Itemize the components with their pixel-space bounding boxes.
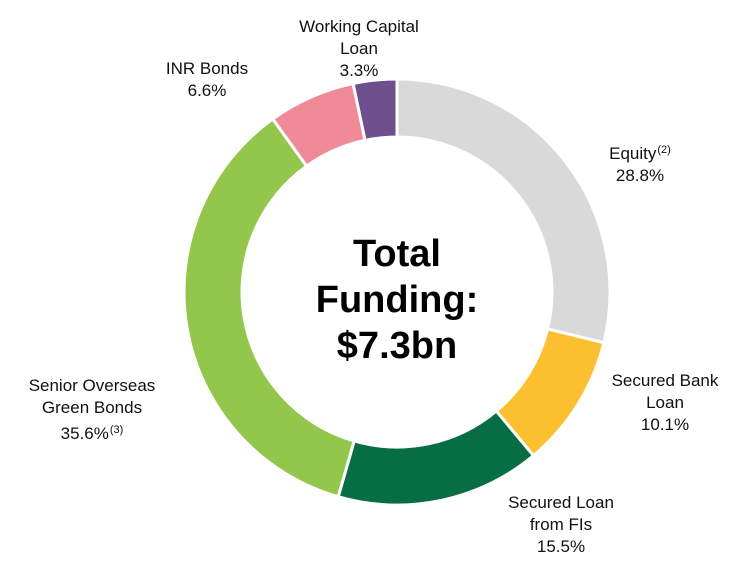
center-label: Total Funding: $7.3bn xyxy=(315,233,479,367)
value-label: 28.8% xyxy=(615,166,665,185)
value-label: 10.1% xyxy=(640,415,690,434)
value-label: 35.6% xyxy=(60,424,109,443)
donut-segment xyxy=(336,408,536,507)
value-label: 6.6% xyxy=(187,81,227,100)
category-text: Secured Loan from FIs xyxy=(508,493,614,534)
slice-label: Secured Loan from FIs 15.5% xyxy=(496,492,626,558)
footnote: (2) xyxy=(657,144,671,156)
category-text: Working Capital Loan xyxy=(299,17,419,58)
value-row: 3.3% xyxy=(289,60,429,82)
value-row: 15.5% xyxy=(496,536,626,558)
category-text: Senior Overseas Green Bonds xyxy=(28,376,156,417)
category-text: Secured Bank Loan xyxy=(611,371,719,412)
donut-segment xyxy=(351,77,399,143)
category-name: INR Bonds xyxy=(147,58,267,80)
category-name: Senior Overseas Green Bonds xyxy=(17,375,167,419)
value-row: 35.6%(3) xyxy=(17,419,167,445)
category-name: Secured Loan from FIs xyxy=(496,492,626,536)
value-label: 3.3% xyxy=(339,61,379,80)
category-name: Working Capital Loan xyxy=(289,16,429,60)
slice-label: Equity(2) 28.8% xyxy=(595,139,685,187)
category-name: Equity(2) xyxy=(595,139,685,165)
slice-label: Secured Bank Loan 10.1% xyxy=(605,370,725,436)
slice-label: Senior Overseas Green Bonds 35.6%(3) xyxy=(17,375,167,445)
category-name: Secured Bank Loan xyxy=(605,370,725,414)
value-label: 15.5% xyxy=(536,537,586,556)
value-row: 28.8% xyxy=(595,165,685,187)
donut-segment xyxy=(182,116,357,499)
value-row: 6.6% xyxy=(147,80,267,102)
category-text: Equity xyxy=(609,144,657,163)
footnote: (3) xyxy=(109,424,124,436)
value-row: 10.1% xyxy=(605,414,725,436)
slice-label: INR Bonds 6.6% xyxy=(147,58,267,102)
category-text: INR Bonds xyxy=(165,59,249,78)
slice-label: Working Capital Loan 3.3% xyxy=(289,16,429,82)
